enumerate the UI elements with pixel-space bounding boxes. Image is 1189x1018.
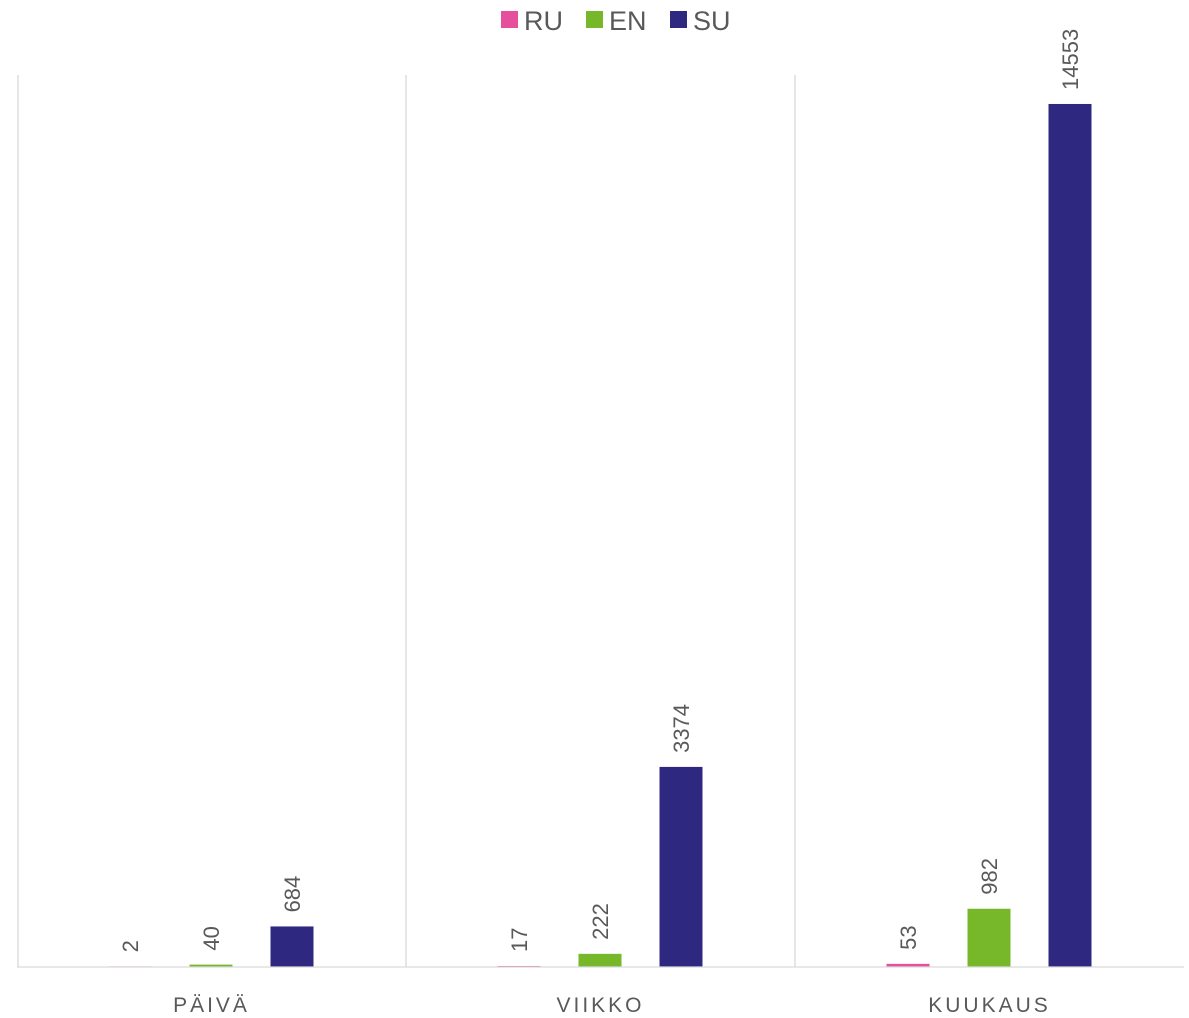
legend-swatch-ru: [501, 11, 518, 28]
legend-label-su: SU: [693, 6, 731, 36]
data-label-en-kuukaus: 982: [977, 858, 1002, 895]
data-label-en-viikko: 222: [588, 903, 613, 940]
data-label-ru-viikko: 17: [507, 928, 532, 952]
x-axis-tick-labels: PÄIVÄ VIIKKO KUUKAUS: [173, 994, 1051, 1017]
data-label-su-viikko: 3374: [669, 704, 694, 753]
legend-swatch-su: [670, 11, 687, 28]
bar-en-paiva: [189, 964, 233, 967]
bar-su-kuukaus: [1048, 103, 1092, 968]
data-label-ru-paiva: 2: [118, 940, 143, 952]
data-label-ru-kuukaus: 53: [896, 925, 921, 949]
bar-su-paiva: [270, 926, 314, 967]
tick-label-viikko: VIIKKO: [556, 994, 644, 1017]
data-label-su-paiva: 684: [280, 876, 305, 913]
legend-label-ru: RU: [524, 6, 563, 36]
tick-label-kuukaus: KUUKAUS: [928, 994, 1051, 1017]
legend-swatch-en: [586, 11, 603, 28]
bar-series: [108, 103, 1092, 968]
category-separators: [17, 75, 796, 967]
data-label-su-kuukaus: 14553: [1058, 29, 1083, 90]
data-label-en-paiva: 40: [199, 926, 224, 950]
bar-en-viikko: [578, 953, 622, 967]
bar-ru-kuukaus: [886, 963, 930, 967]
legend-label-en: EN: [609, 6, 647, 36]
tick-label-paiva: PÄIVÄ: [173, 994, 250, 1017]
data-labels: 2 40 684 17 222 3374 53 982 14553: [118, 29, 1083, 953]
bar-su-viikko: [659, 766, 703, 967]
bar-en-kuukaus: [967, 908, 1011, 967]
chart-legend: RU EN SU: [501, 6, 731, 36]
